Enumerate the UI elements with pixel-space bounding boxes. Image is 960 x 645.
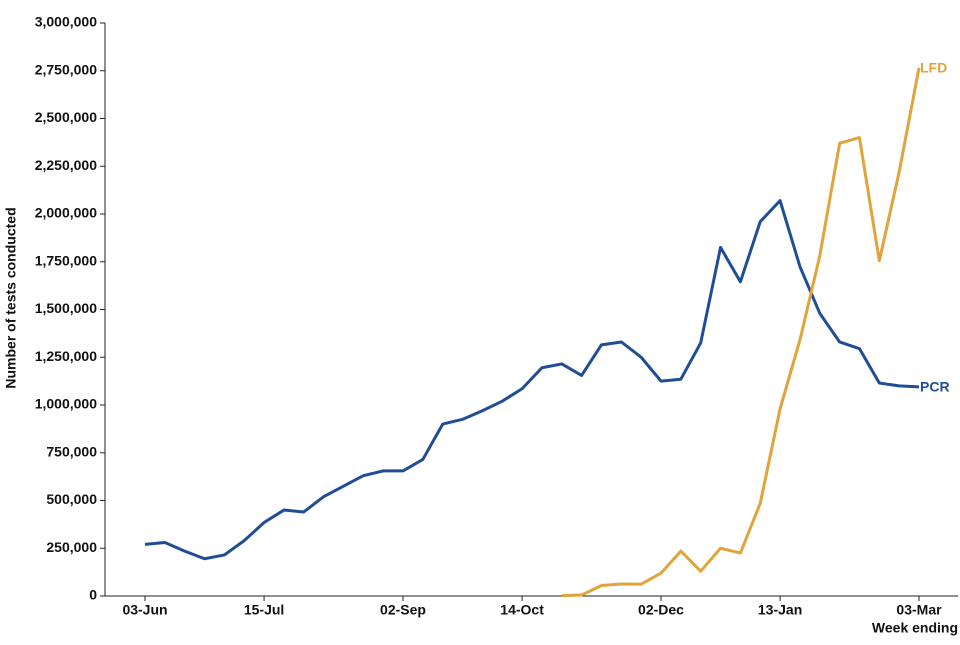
series-line — [561, 67, 921, 598]
y-tick-label: 3,000,000 — [35, 14, 97, 30]
series-label: PCR — [920, 379, 950, 395]
y-tick-label: 2,250,000 — [35, 157, 97, 173]
x-tick-label: 03-Jun — [122, 602, 167, 618]
x-tick-label: 02-Sep — [380, 602, 426, 618]
x-tick-label: 02-Dec — [638, 602, 684, 618]
y-tick-label: 2,750,000 — [35, 61, 97, 77]
y-tick-label: 0 — [89, 587, 97, 603]
y-tick-label: 1,750,000 — [35, 252, 97, 268]
y-tick-label: 250,000 — [46, 539, 97, 555]
y-tick-label: 1,500,000 — [35, 300, 97, 316]
y-tick-label: 1,000,000 — [35, 396, 97, 412]
x-tick-label: 13-Jan — [758, 602, 802, 618]
x-tick-label: 03-Mar — [896, 602, 942, 618]
y-tick-label: 750,000 — [46, 443, 97, 459]
series-line — [144, 199, 920, 561]
x-tick-label: 15-Jul — [244, 602, 284, 618]
x-tick-label: 14-Oct — [500, 602, 544, 618]
y-tick-label: 500,000 — [46, 491, 97, 507]
y-axis-label: Number of tests conducted — [3, 207, 19, 388]
y-tick-label: 2,000,000 — [35, 205, 97, 221]
series-label: LFD — [920, 60, 947, 76]
x-axis-label: Week ending — [872, 620, 958, 636]
y-tick-label: 1,250,000 — [35, 348, 97, 364]
y-tick-label: 2,500,000 — [35, 109, 97, 125]
